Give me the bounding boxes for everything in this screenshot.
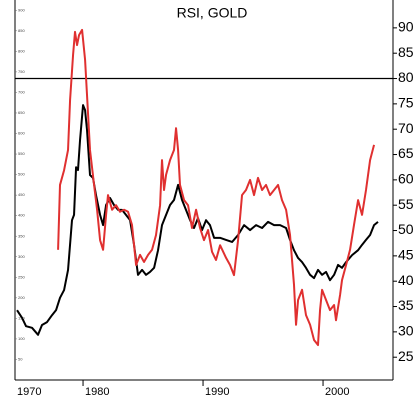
y2-tick-label: 90 xyxy=(398,19,414,35)
y2-tick-label: 30 xyxy=(398,323,414,339)
y2-tick-label: 55 xyxy=(398,196,414,212)
y-tick-label: 800 xyxy=(18,48,25,53)
y2-tick-label: 60 xyxy=(398,171,414,187)
y-tick-label: 350 xyxy=(18,233,25,238)
y-tick-label: 550 xyxy=(18,151,25,156)
y-tick-label: 100 xyxy=(18,336,25,341)
x-tick-label: 1980 xyxy=(85,386,109,398)
x-tick-label: 2000 xyxy=(325,386,349,398)
y-tick-label: 650 xyxy=(18,110,25,115)
y-tick-label: 850 xyxy=(18,28,25,33)
y2-tick-label: 75 xyxy=(398,95,414,111)
y-tick-label: 750 xyxy=(18,69,25,74)
y-tick-label: 200 xyxy=(18,295,25,300)
y-tick-label: 900 xyxy=(18,7,25,12)
y-tick-label: 300 xyxy=(18,254,25,259)
x-tick-label: 1990 xyxy=(205,386,229,398)
y2-tick-label: 65 xyxy=(398,145,414,161)
chart-title: RSI, GOLD xyxy=(177,5,248,21)
y2-tick-label: 50 xyxy=(398,221,414,237)
y-tick-label: 50 xyxy=(18,357,23,362)
y2-tick-label: 85 xyxy=(398,44,414,60)
y-tick-label: 700 xyxy=(18,89,25,94)
y-tick-label: 250 xyxy=(18,274,25,279)
y-tick-label: 500 xyxy=(18,172,25,177)
series-line xyxy=(57,28,376,347)
y2-tick-label: 80 xyxy=(398,69,414,85)
series-line xyxy=(16,104,379,336)
y2-tick-label: 25 xyxy=(398,348,414,364)
x-tick-label: 1970 xyxy=(17,386,41,398)
y-tick-label: 600 xyxy=(18,131,25,136)
y2-tick-label: 40 xyxy=(398,272,414,288)
y2-tick-label: 45 xyxy=(398,247,414,263)
y2-tick-label: 35 xyxy=(398,297,414,313)
y-tick-label: 450 xyxy=(18,192,25,197)
y-tick-label: 400 xyxy=(18,213,25,218)
y2-tick-label: 70 xyxy=(398,120,414,136)
